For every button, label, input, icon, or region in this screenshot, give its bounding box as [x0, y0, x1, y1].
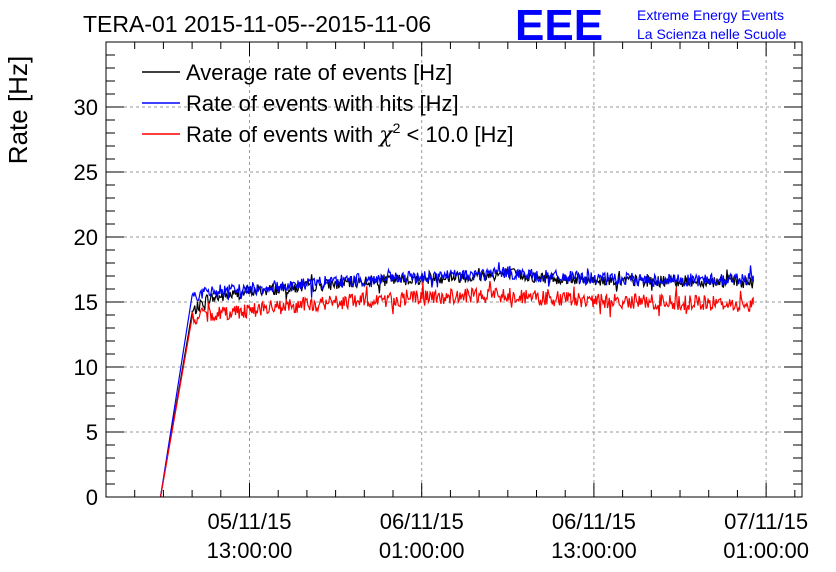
x-tick-label-date: 05/11/15: [207, 509, 291, 534]
y-tick-label: 15: [74, 290, 98, 315]
x-tick-label-time: 01:00:00: [723, 538, 809, 563]
x-tick-label-date: 06/11/15: [552, 509, 636, 534]
y-axis-title: Rate [Hz]: [3, 56, 33, 164]
series-line-1: [159, 262, 754, 498]
y-tick-label: 10: [74, 355, 98, 380]
logo-mark: EEE: [515, 1, 603, 50]
x-tick-label-time: 13:00:00: [551, 538, 637, 563]
y-tick-label: 5: [86, 420, 98, 445]
logo: EEE Extreme Energy Events La Scienza nel…: [515, 1, 787, 50]
x-tick-label-date: 07/11/15: [724, 509, 808, 534]
grid-lines: [106, 42, 802, 497]
legend-label: Rate of events with χ2 < 10.0 [Hz]: [186, 120, 513, 148]
plot-frame: [105, 41, 803, 498]
legend-label: Average rate of events [Hz]: [186, 60, 452, 85]
y-tick-label: 25: [74, 160, 98, 185]
legend-label: Rate of events with hits [Hz]: [186, 91, 459, 116]
logo-line1: Extreme Energy Events: [637, 7, 784, 23]
series-layer: [159, 262, 754, 498]
x-tick-label-time: 01:00:00: [379, 538, 465, 563]
axes: 0 5 10 15 20 25 30 05/11/15 13:00:00 06/11/15 01:0…: [74, 42, 809, 563]
y-tick-label: 30: [74, 95, 98, 120]
y-tick-label: 0: [86, 485, 98, 510]
series-line-2: [159, 280, 754, 498]
x-tick-label-date: 06/11/15: [380, 509, 464, 534]
y-tick-label: 20: [74, 225, 98, 250]
legend: Average rate of events [Hz] Rate of event…: [142, 60, 513, 148]
logo-line2: La Scienza nelle Scuole: [637, 26, 787, 42]
x-tick-label-time: 13:00:00: [207, 538, 293, 563]
chart-title: TERA-01 2015-11-05--2015-11-06: [83, 11, 431, 37]
